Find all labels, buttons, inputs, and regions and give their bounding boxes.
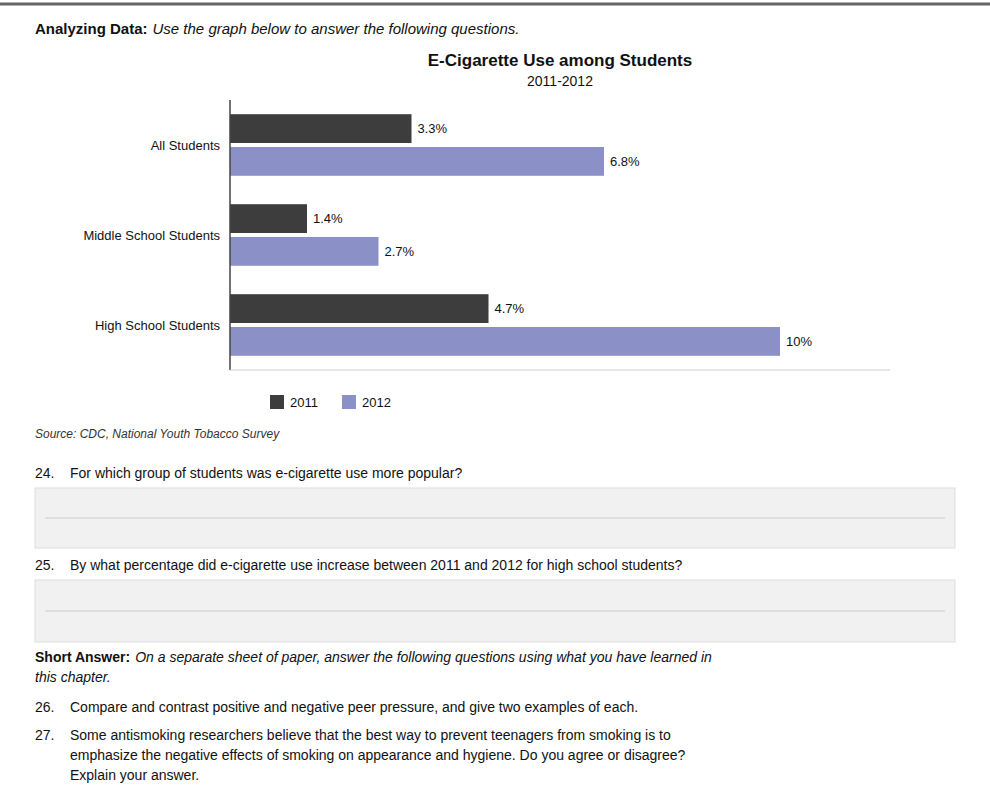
header-bold: Analyzing Data: [35,20,148,37]
question-number: 25. [35,557,54,573]
page: Analyzing Data: Use the graph below to an… [0,0,990,807]
question-text: By what percentage did e-cigarette use i… [70,557,682,573]
y-tick-label: All Students [151,138,221,153]
data-label: 1.4% [313,211,343,226]
question-number: 26. [35,699,54,715]
bar [230,114,412,143]
question-text: For which group of students was e-cigare… [70,465,462,481]
chart-title: E-Cigarette Use among Students [428,51,693,70]
top-border [0,3,990,6]
bar [230,294,489,323]
bar [230,147,604,176]
section-text: On a separate sheet of paper, answer the… [135,649,712,665]
legend-swatch [270,395,284,409]
x-range-line [230,370,890,371]
source: Source: CDC, National Youth Tobacco Surv… [35,427,280,441]
data-label: 4.7% [495,301,525,316]
background [0,0,990,807]
y-axis-line [229,100,231,370]
question-number: 27. [35,727,54,743]
chart-subtitle: 2011-2012 [527,73,593,89]
answer-box [35,488,955,548]
bars [230,114,780,356]
y-axis: All Students Middle School Students High S… [83,138,220,333]
question-number: 24. [35,465,54,481]
legend-swatch [342,395,356,409]
question-text: Compare and contrast positive and negati… [70,699,638,715]
data-label: 6.8% [610,154,640,169]
section-text: this chapter. [35,669,111,685]
question-text: Explain your answer. [70,767,199,783]
question-text: Some antismoking researchers believe tha… [70,727,671,743]
legend-label: 2011 [290,395,318,410]
legend: 2011 2012 [270,395,391,410]
bar [230,237,379,266]
bar [230,327,780,356]
y-tick-label: Middle School Students [83,228,220,243]
answer-line [45,611,945,612]
data-label: 3.3% [418,121,448,136]
bar [230,204,307,233]
answer-line [45,518,945,519]
section-heading: Short Answer: [35,649,130,665]
data-label: 2.7% [385,244,415,259]
y-tick-label: High School Students [95,318,221,333]
data-labels: 3.3% 6.8% 1.4% 2.7% 4.7% 10% [313,121,812,349]
question-text: emphasize the negative effects of smokin… [70,747,686,763]
data-label: 10% [786,334,812,349]
answer-box [35,580,955,642]
header-italic: Use the graph below to answer the follow… [153,20,520,37]
legend-label: 2012 [362,395,391,410]
